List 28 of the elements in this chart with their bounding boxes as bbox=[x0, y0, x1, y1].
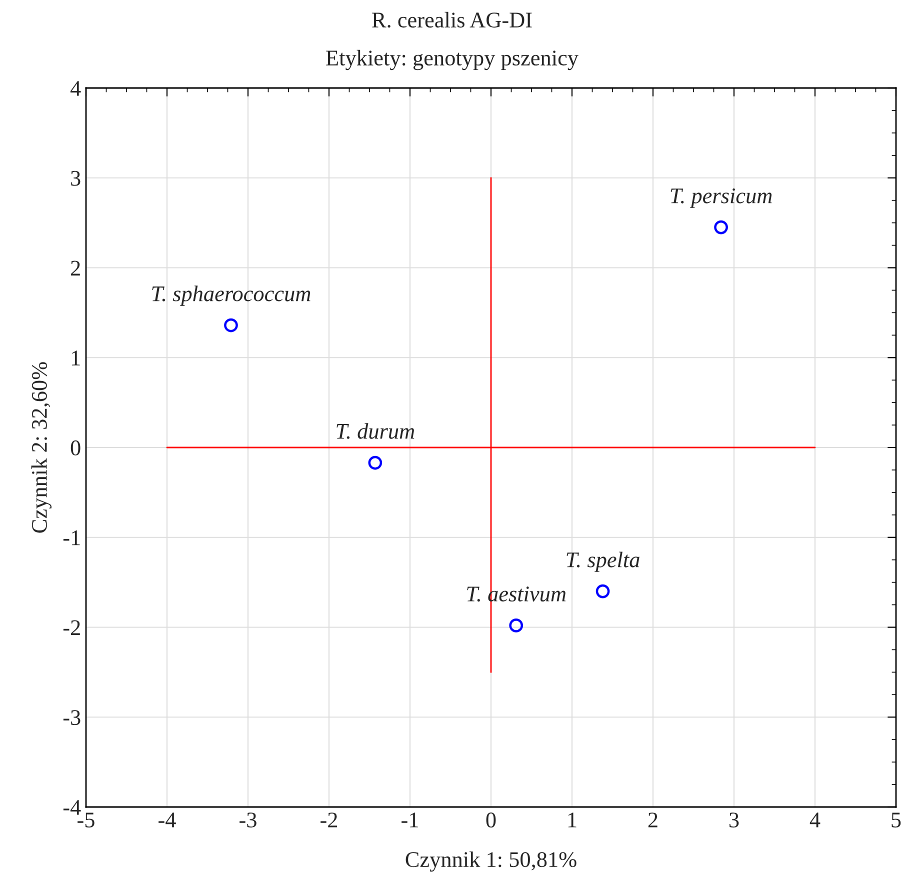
y-tick-label: -4 bbox=[63, 800, 81, 815]
y-tick-label: -1 bbox=[63, 530, 80, 546]
x-tick-label: 3 bbox=[730, 812, 739, 828]
x-tick-label: -5 bbox=[78, 812, 94, 828]
y-tick-label: -3 bbox=[63, 710, 80, 726]
y-tick-label: 3 bbox=[71, 170, 80, 186]
x-tick-label: 4 bbox=[810, 812, 820, 828]
x-tick-label: 0 bbox=[486, 812, 496, 828]
annotation: T. durum bbox=[336, 423, 414, 439]
chart-title: R. cerealis AG-DI bbox=[372, 12, 532, 28]
y-tick-label: 2 bbox=[71, 260, 80, 276]
x-tick-label: 1 bbox=[568, 812, 576, 828]
x-tick-label: -2 bbox=[320, 812, 338, 828]
y-tick-label: 0 bbox=[70, 440, 80, 456]
chart-subtitle: Etykiety: genotypy pszenicy bbox=[326, 50, 578, 70]
x-tick-label: -3 bbox=[240, 812, 256, 828]
x-tick-label: 5 bbox=[892, 812, 901, 828]
y-tick-label: 4 bbox=[70, 81, 81, 96]
x-tick-label: -4 bbox=[158, 812, 176, 828]
annotation: T. spelta bbox=[566, 552, 640, 572]
x-tick-label: 2 bbox=[648, 812, 658, 828]
y-axis-title: Czynnik 2: 32,60% bbox=[31, 362, 52, 533]
x-tick-label: -1 bbox=[402, 812, 418, 828]
y-tick-label: -2 bbox=[63, 620, 80, 635]
annotation: T. sphaerococcum bbox=[152, 286, 310, 306]
x-axis-title: Czynnik 1: 50,81% bbox=[406, 851, 576, 872]
y-tick-label: 1 bbox=[72, 350, 80, 366]
annotation: T. persicum bbox=[670, 188, 772, 208]
